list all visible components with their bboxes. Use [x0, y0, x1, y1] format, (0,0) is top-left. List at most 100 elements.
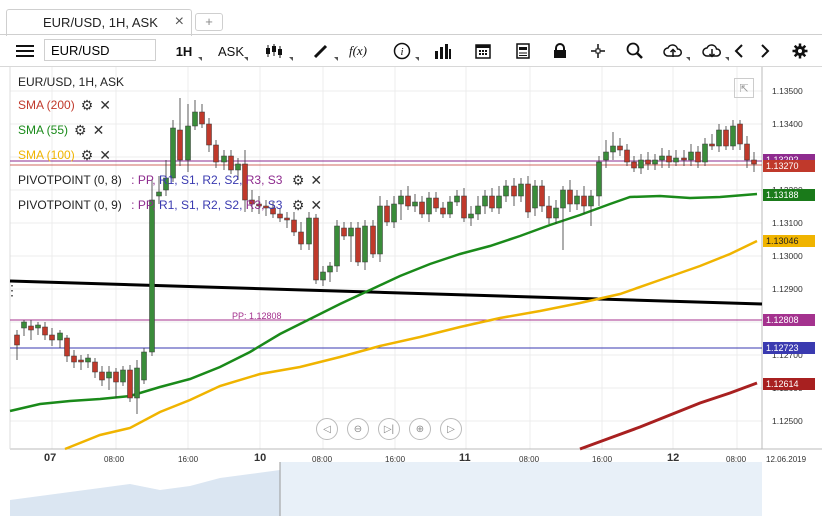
scroll-right-button[interactable]	[754, 38, 776, 64]
candle-body	[370, 225, 376, 255]
timeframe-label: 1H	[175, 43, 193, 59]
candle-body	[482, 195, 488, 207]
pivot-r2-label: R2,	[202, 173, 222, 187]
time-label: 16:00	[385, 455, 406, 464]
calendar-button[interactable]	[468, 38, 498, 64]
crosshair-button[interactable]	[583, 38, 613, 64]
price-tag: 1.12614	[763, 378, 815, 390]
cloud-upload-icon	[663, 44, 682, 57]
candle-body	[185, 125, 191, 161]
price-axis-label: 1.12500	[772, 416, 803, 426]
candle-body	[391, 203, 397, 223]
price-axis-label: 1.13100	[772, 218, 803, 228]
chevron-down-icon	[198, 57, 202, 61]
side-label: ASK	[217, 43, 244, 59]
candle-body	[652, 159, 658, 165]
zoom-in-icon[interactable]: ⊕	[409, 418, 431, 440]
candle-body	[737, 123, 743, 145]
candle-body	[249, 199, 255, 205]
pivot-r3-label: R3,	[245, 198, 265, 212]
download-button[interactable]	[694, 38, 730, 64]
indicator-label[interactable]: SMA (200)	[18, 98, 75, 112]
gear-icon[interactable]: ⚙	[74, 122, 87, 138]
chart-type-button[interactable]	[258, 38, 294, 64]
zoom-out-icon[interactable]: ⊖	[347, 418, 369, 440]
candle-body	[341, 227, 347, 237]
candle-body	[581, 195, 587, 207]
candle-body	[412, 201, 418, 207]
candle-body	[28, 325, 34, 331]
price-axis: 1.135001.134001.133001.132001.131001.130…	[772, 86, 803, 426]
gear-icon[interactable]: ⚙	[80, 97, 94, 113]
candle-body	[298, 231, 304, 245]
magnifier-icon	[626, 42, 643, 59]
indicators-button[interactable]: f(x)	[343, 38, 373, 64]
scroll-back-icon[interactable]: ◁	[316, 418, 338, 440]
settings-button[interactable]	[788, 38, 812, 64]
indicator-label[interactable]: PIVOTPOINT (0, 9)	[18, 198, 122, 212]
zoom-button[interactable]	[620, 38, 650, 64]
cloud-download-icon	[702, 44, 721, 58]
time-label: 16:00	[178, 455, 199, 464]
gear-icon[interactable]: ⚙	[80, 147, 94, 163]
price-tag: 1.13046	[763, 235, 815, 247]
chevron-down-icon	[289, 57, 293, 61]
close-icon[interactable]: ✕	[92, 122, 105, 138]
close-icon[interactable]: ✕	[99, 97, 111, 113]
side-dropdown[interactable]: ASK	[213, 38, 249, 64]
tab-close-icon[interactable]: ×	[174, 13, 184, 30]
bar-chart-icon	[435, 44, 451, 59]
symbol-input[interactable]: EUR/USD	[44, 39, 156, 61]
upload-button[interactable]	[655, 38, 691, 64]
candle-body	[277, 213, 283, 219]
chart-tab[interactable]: EUR/USD, 1H, ASK ×	[6, 9, 192, 36]
candle-body	[624, 149, 630, 163]
price-axis-label: 1.12700	[772, 350, 803, 360]
draw-tool-button[interactable]	[303, 38, 339, 64]
indicator-label[interactable]: PIVOTPOINT (0, 8)	[18, 173, 122, 187]
pivot-pp-value-label: PP: 1.12808	[232, 311, 282, 321]
close-icon[interactable]: ✕	[310, 172, 323, 188]
gear-icon[interactable]: ⚙	[291, 172, 305, 188]
day-label: 07	[44, 452, 57, 464]
pivot-s3-label: S3	[267, 173, 283, 187]
candle-body	[120, 369, 126, 383]
lock-button[interactable]	[545, 38, 575, 64]
hamburger-menu-icon[interactable]	[12, 38, 38, 64]
candle-body	[263, 205, 269, 209]
gear-icon[interactable]: ⚙	[291, 197, 305, 213]
template-button[interactable]	[508, 38, 538, 64]
candle-body	[695, 151, 701, 163]
candle-body	[206, 123, 212, 146]
close-icon[interactable]: ✕	[310, 197, 323, 213]
info-button[interactable]: i	[384, 38, 420, 64]
candle-body	[588, 195, 594, 207]
gear-icon	[792, 43, 808, 59]
price-tag: 1.13270	[763, 160, 815, 172]
resize-handle-icon[interactable]: ⋮	[5, 282, 19, 298]
navigator-window[interactable]	[280, 462, 762, 516]
indicator-label[interactable]: SMA (55)	[18, 123, 69, 137]
add-tab-button[interactable]: +	[195, 13, 223, 31]
expand-icon[interactable]: ⇱	[734, 78, 754, 98]
indicator-label[interactable]: SMA (100)	[18, 148, 75, 162]
candle-body	[610, 145, 616, 153]
pivot-r1-label: R1,	[158, 173, 178, 187]
time-label: 08:00	[104, 455, 125, 464]
candle-body	[228, 155, 234, 171]
candle-body	[92, 361, 98, 373]
volume-button[interactable]	[428, 38, 458, 64]
scroll-left-button[interactable]	[728, 38, 750, 64]
indicator-row-sma55: SMA (55) ⚙ ✕	[18, 122, 104, 138]
trend-line[interactable]	[9, 279, 763, 306]
scroll-forward-icon[interactable]: ▷	[440, 418, 462, 440]
pivot-s2-label: S2,	[224, 198, 243, 212]
candle-body	[503, 185, 509, 197]
price-axis-label: 1.13000	[772, 251, 803, 261]
close-icon[interactable]: ✕	[99, 147, 111, 163]
timeframe-dropdown[interactable]: 1H	[165, 38, 203, 64]
candle-body	[419, 201, 425, 215]
go-to-end-icon[interactable]: ▷|	[378, 418, 400, 440]
candle-body	[49, 334, 55, 341]
price-chart[interactable]: 1.135001.134001.133001.132001.131001.130…	[0, 67, 822, 516]
